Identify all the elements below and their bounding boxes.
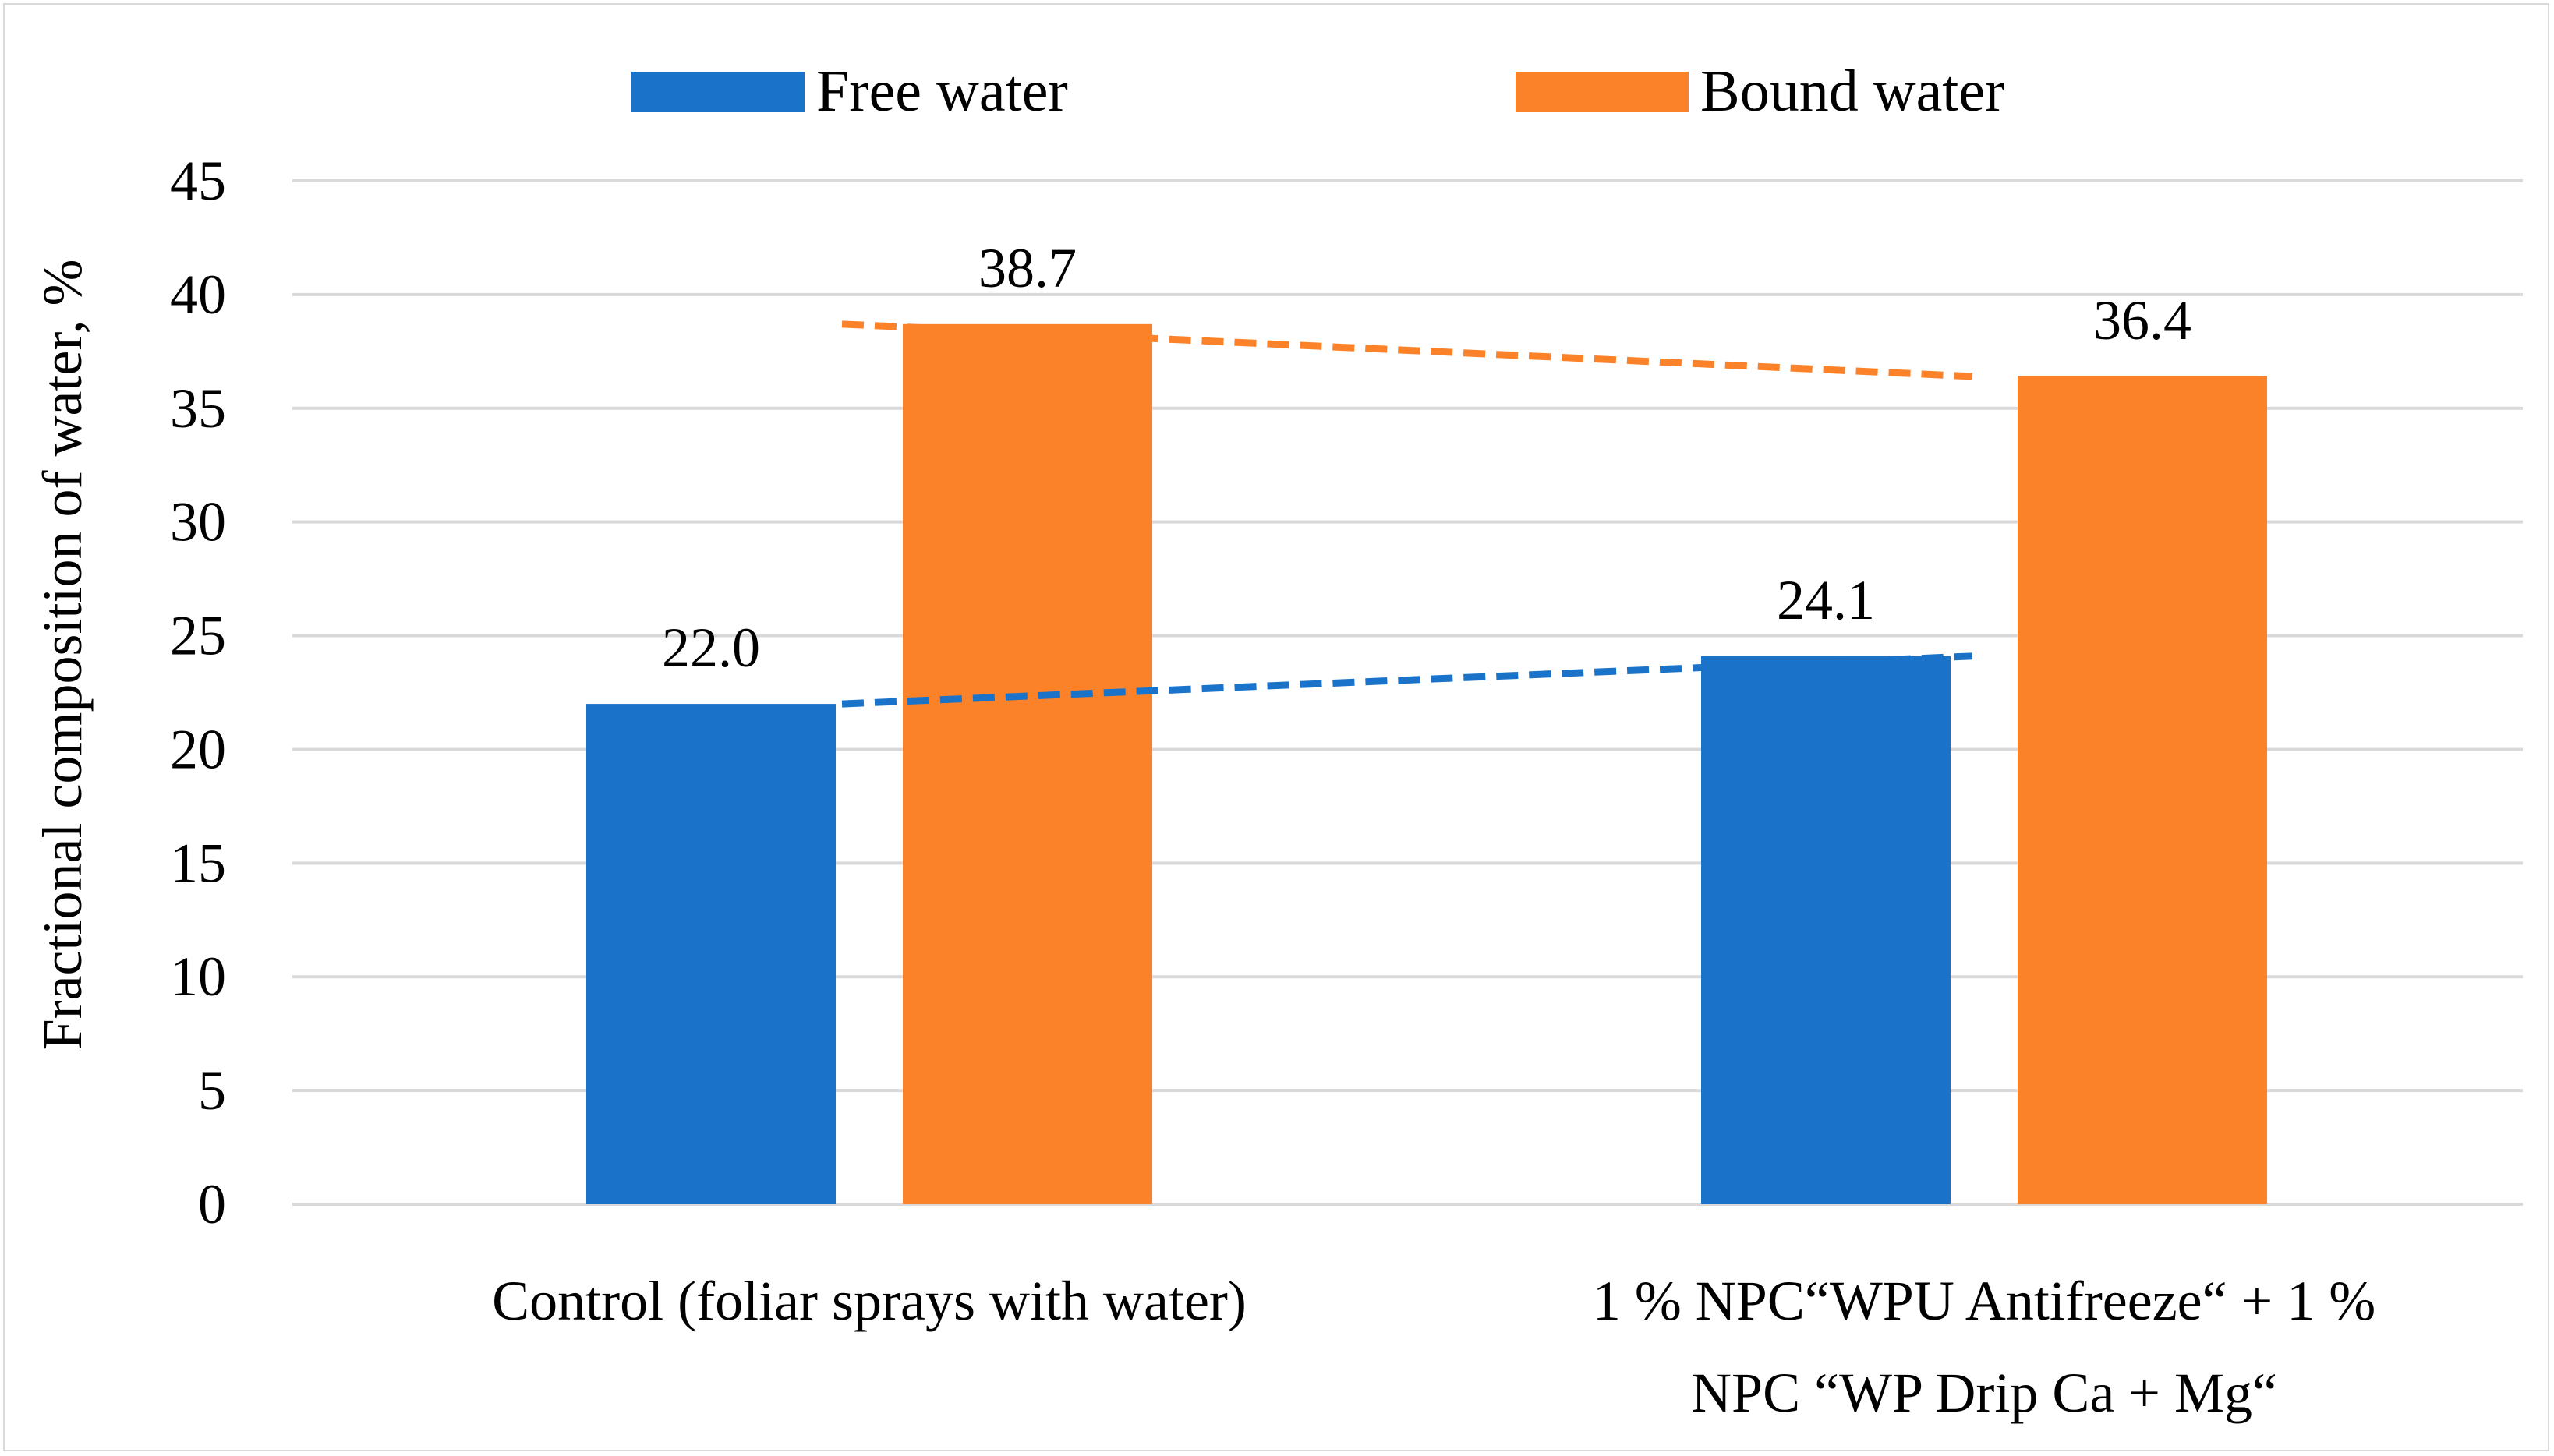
x-category-label-2-line-1: 1 % NPC“WPU Antifreeze“ + 1 % <box>1593 1270 2375 1332</box>
trendline-bound-water <box>841 320 1973 380</box>
bar-free-water-1 <box>586 704 836 1204</box>
trendline-free-water <box>841 652 1973 708</box>
y-axis-title: Fractional composition of water, % <box>31 260 94 1051</box>
trendlines <box>841 320 1973 708</box>
y-tick-label-5: 5 <box>198 1059 226 1122</box>
y-axis-ticks: 0 5 10 15 20 25 30 35 40 45 <box>170 150 226 1235</box>
x-axis-labels: Control (foliar sprays with water) 1 % NP… <box>492 1270 2375 1424</box>
bar-free-water-2 <box>1701 656 1951 1204</box>
legend-label-free-water: Free water <box>816 58 1068 124</box>
legend-swatch-bound-water <box>1516 72 1689 112</box>
legend: Free water Bound water <box>631 58 2004 124</box>
y-tick-label-0: 0 <box>198 1173 226 1235</box>
y-tick-label-25: 25 <box>170 605 226 667</box>
y-tick-label-30: 30 <box>170 491 226 553</box>
y-tick-label-45: 45 <box>170 150 226 212</box>
data-label-bound-water-2: 36.4 <box>2093 289 2191 352</box>
y-tick-label-10: 10 <box>170 945 226 1008</box>
data-label-free-water-1: 22.0 <box>662 617 760 679</box>
x-category-label-2-line-2: NPC “WP Drip Ca + Mg“ <box>1691 1362 2277 1424</box>
bar-bound-water-2 <box>2018 376 2267 1204</box>
y-tick-label-15: 15 <box>170 832 226 894</box>
legend-swatch-free-water <box>631 72 805 112</box>
legend-label-bound-water: Bound water <box>1700 58 2004 124</box>
data-labels: 22.0 24.1 38.7 36.4 <box>662 237 2191 679</box>
data-label-bound-water-1: 38.7 <box>978 237 1077 299</box>
x-category-label-1-line-1: Control (foliar sprays with water) <box>492 1270 1247 1332</box>
y-tick-label-40: 40 <box>170 263 226 326</box>
data-label-free-water-2: 24.1 <box>1777 569 1875 631</box>
bars <box>586 323 2267 1204</box>
y-tick-label-35: 35 <box>170 377 226 440</box>
y-tick-label-20: 20 <box>170 718 226 780</box>
bar-bound-water-1 <box>903 323 1152 1204</box>
